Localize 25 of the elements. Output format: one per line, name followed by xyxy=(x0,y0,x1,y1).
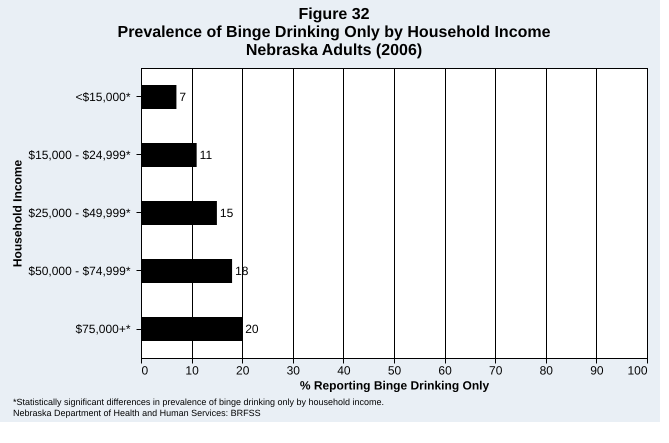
data-label: 20 xyxy=(245,322,259,336)
x-tick-label: 90 xyxy=(590,364,604,378)
x-tick-label: 50 xyxy=(388,364,402,378)
y-tick-label: $25,000 - $49,999* xyxy=(28,206,131,220)
x-tick-label: 20 xyxy=(236,364,250,378)
x-tick-label: 40 xyxy=(337,364,351,378)
x-tick-label: 70 xyxy=(489,364,503,378)
x-tick-label: 100 xyxy=(627,364,648,378)
data-label: 7 xyxy=(179,90,186,104)
text: *Statistically significant differences in prevalence of binge drinking only by household income. xyxy=(13,397,384,407)
y-tick-label: $15,000 - $24,999* xyxy=(28,148,131,162)
x-tick-label: 0 xyxy=(142,364,148,378)
x-tick-label: 80 xyxy=(540,364,554,378)
data-label: 15 xyxy=(220,206,234,220)
chart-title: Figure 32 Prevalence of Binge Drinking Only by Household Income Nebraska Adults (2006) xyxy=(118,6,551,59)
x-tick-label: 60 xyxy=(438,364,452,378)
y-tick-label: $50,000 - $74,999* xyxy=(28,264,131,278)
y-tick-label: <$15,000* xyxy=(75,90,131,104)
y-axis-title: Household Income xyxy=(10,160,24,268)
x-tick-label: 10 xyxy=(185,364,200,378)
x-axis-title: % Reporting Binge Drinking Only xyxy=(300,378,490,392)
y-tick-label: $75,000+* xyxy=(75,322,131,336)
x-tick-label: 30 xyxy=(286,364,300,378)
data-label: 11 xyxy=(200,148,212,162)
text: Nebraska Department of Health and Human Services: BRFSS xyxy=(13,408,261,418)
